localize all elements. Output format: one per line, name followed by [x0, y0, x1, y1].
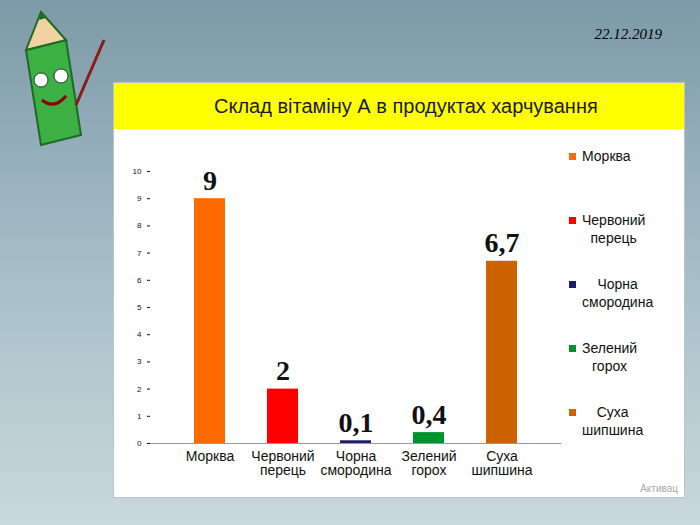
- svg-text:0,1: 0,1: [339, 407, 374, 438]
- html-text:Зелений: Зелений: [582, 340, 638, 356]
- svg-text:Червонийперець: Червонийперець: [251, 448, 314, 478]
- html-text:Червоний: Червоний: [582, 212, 646, 228]
- svg-text:5: 5: [137, 303, 142, 312]
- html-text:перець: перець: [590, 230, 637, 247]
- html-text:Морква: Морква: [582, 148, 631, 164]
- html-text:Активац: Активац: [640, 483, 678, 494]
- html-text:смородина: смородина: [582, 294, 654, 311]
- svg-text:8: 8: [137, 221, 142, 230]
- svg-text:0,4: 0,4: [412, 399, 447, 430]
- html-text:Чорна: Чорна: [597, 276, 638, 292]
- svg-text:2: 2: [276, 355, 290, 386]
- html-text:22.12.2019: 22.12.2019: [594, 26, 662, 42]
- svg-text:4: 4: [137, 330, 142, 339]
- svg-text:Сухашипшина: Сухашипшина: [471, 448, 532, 478]
- svg-text:9: 9: [203, 165, 217, 196]
- svg-text:7: 7: [137, 249, 142, 258]
- svg-text:3: 3: [137, 357, 142, 366]
- html-text:Склад вітаміну А в продуктах х: Склад вітаміну А в продуктах харчування: [214, 94, 598, 117]
- svg-text:6: 6: [137, 276, 142, 285]
- svg-text:Морква: Морква: [186, 448, 235, 464]
- svg-text:Зеленийгорох: Зеленийгорох: [401, 448, 456, 478]
- svg-text:Чорнасмородина: Чорнасмородина: [320, 448, 391, 478]
- svg-text:1: 1: [137, 412, 142, 421]
- svg-text:9: 9: [137, 194, 142, 203]
- html-text:горох: горох: [592, 358, 627, 375]
- html-text:шипшина: шипшина: [582, 422, 644, 439]
- svg-text:10: 10: [133, 167, 142, 176]
- html-text:Суха: Суха: [596, 404, 629, 420]
- svg-text:6,7: 6,7: [485, 227, 520, 258]
- svg-text:0: 0: [137, 439, 142, 448]
- svg-text:2: 2: [137, 385, 142, 394]
